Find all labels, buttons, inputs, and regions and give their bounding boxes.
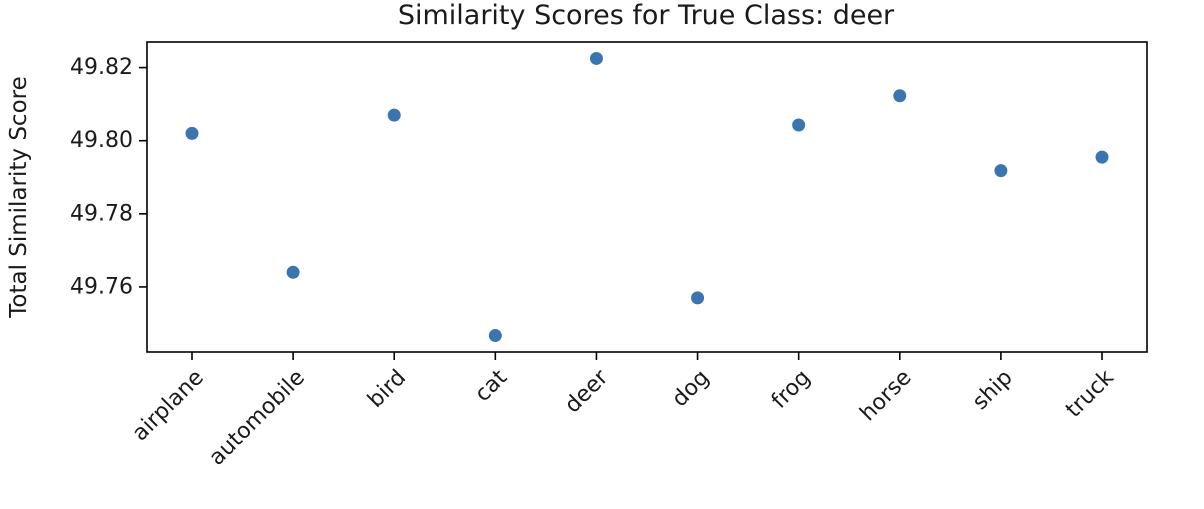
plot-frame xyxy=(146,41,1148,353)
x-tick-label-truck: truck xyxy=(1061,365,1119,423)
x-tick-label-frog: frog xyxy=(767,365,816,414)
data-point-ship xyxy=(993,163,1009,179)
x-tick-label-cat: cat xyxy=(470,365,512,407)
y-tick-label: 49.82 xyxy=(70,55,133,80)
data-point-deer xyxy=(588,50,604,66)
y-tick-label: 49.76 xyxy=(70,274,133,299)
x-tick-label-dog: dog xyxy=(667,365,714,412)
data-point-frog xyxy=(791,117,807,133)
data-points xyxy=(184,50,1110,344)
x-tick-label-automobile: automobile xyxy=(204,365,309,470)
data-point-airplane xyxy=(184,125,200,141)
y-axis-label: Total Similarity Score xyxy=(6,76,32,319)
x-tick-label-horse: horse xyxy=(855,365,916,426)
chart-title: Similarity Scores for True Class: deer xyxy=(398,0,895,31)
data-point-horse xyxy=(892,88,908,104)
data-point-cat xyxy=(487,328,503,344)
y-tick-label: 49.78 xyxy=(70,201,133,226)
y-tick-label: 49.80 xyxy=(70,128,133,153)
x-tick-label-ship: ship xyxy=(968,365,1018,415)
data-point-dog xyxy=(690,290,706,306)
x-tick-label-deer: deer xyxy=(560,364,614,418)
y-axis: 49.76 49.78 49.80 49.82 xyxy=(70,55,147,299)
data-point-truck xyxy=(1094,149,1110,165)
x-tick-label-bird: bird xyxy=(363,365,411,413)
data-point-bird xyxy=(386,107,402,123)
data-point-automobile xyxy=(285,264,301,280)
x-tick-label-airplane: airplane xyxy=(128,365,209,446)
